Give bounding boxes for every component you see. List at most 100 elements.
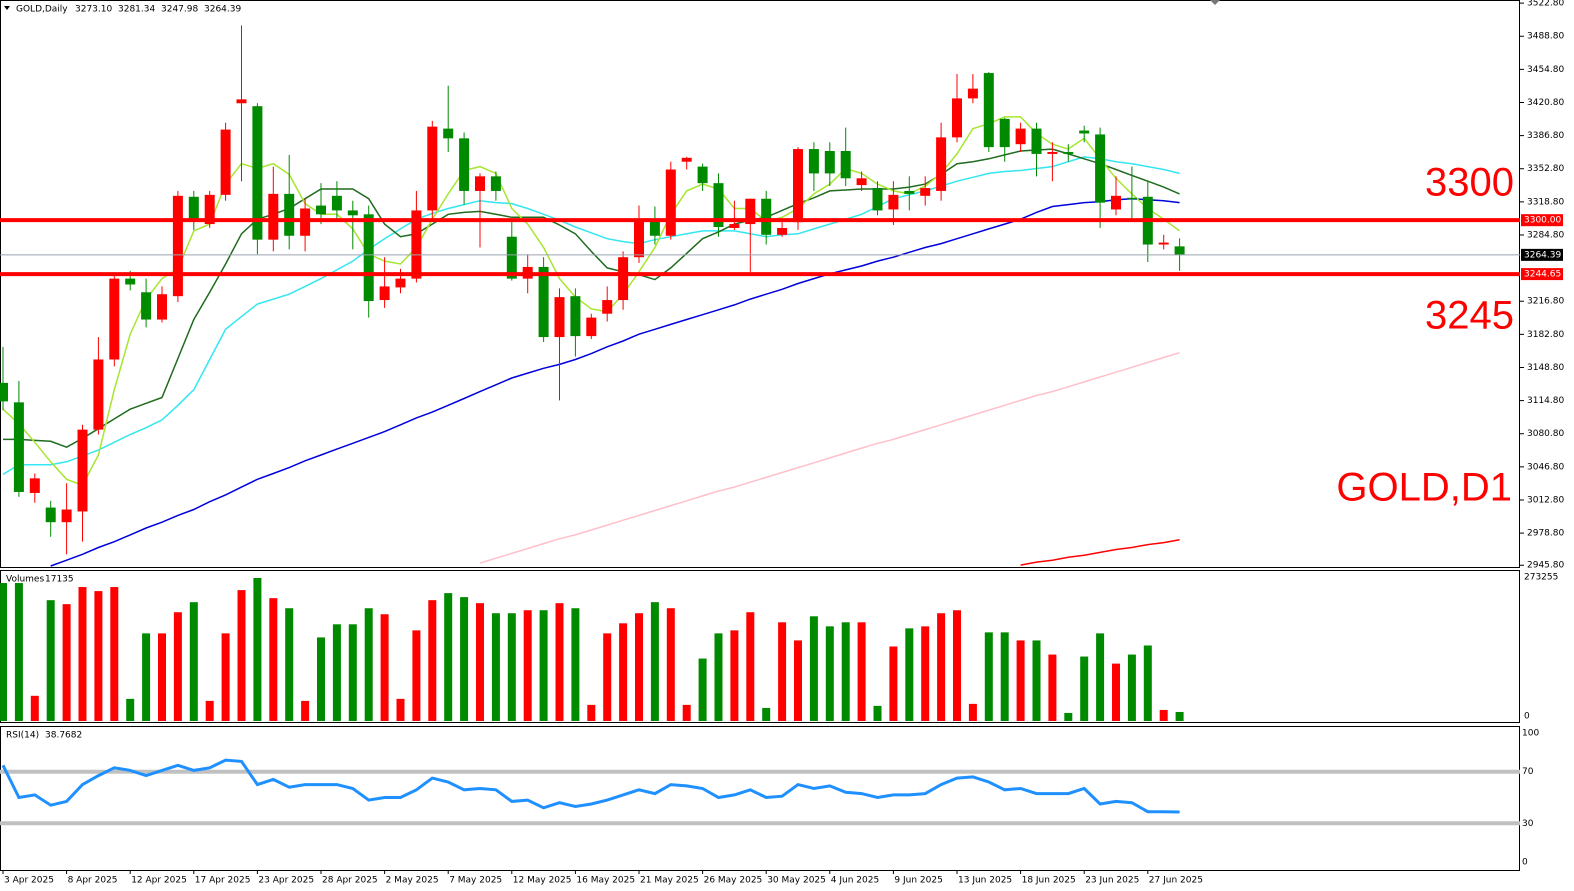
volume-bar	[937, 613, 946, 721]
volume-bar	[332, 624, 341, 721]
volume-bar	[269, 598, 278, 721]
volume-bar	[412, 630, 421, 721]
x-tick-label: 17 Apr 2025	[195, 876, 251, 886]
candle-body	[872, 188, 883, 211]
candle-body	[363, 214, 374, 302]
menu-arrow	[4, 6, 10, 10]
candle-body	[665, 169, 676, 236]
candle-body	[840, 151, 851, 179]
volume-bar	[205, 700, 214, 721]
candle-body	[347, 210, 358, 216]
x-tick-label: 4 Jun 2025	[831, 876, 879, 886]
candle-body	[586, 317, 597, 337]
candle-body	[618, 257, 629, 301]
volume-bar	[1159, 709, 1168, 721]
y-tick-label: 0	[1524, 712, 1530, 722]
volume-bar	[1096, 633, 1105, 721]
candle-body	[634, 220, 644, 258]
volume-bar	[46, 600, 55, 721]
candle-body	[172, 195, 183, 297]
candle-body	[236, 99, 247, 104]
candle-body	[888, 194, 899, 210]
candle-body	[220, 129, 231, 195]
candle-body	[45, 507, 56, 523]
candle-body	[506, 236, 517, 279]
y-tick-label: 3080.80	[1527, 429, 1564, 439]
annotation: GOLD,D1	[1336, 466, 1512, 510]
candle-body	[1015, 128, 1026, 145]
volume-bar	[237, 590, 246, 721]
volume-bar	[968, 703, 977, 721]
current-price-label: 3264.39	[1524, 250, 1561, 260]
candle-body	[554, 297, 565, 338]
volume-bar	[94, 591, 103, 721]
y-tick-label: 3012.80	[1527, 495, 1564, 505]
rsi-panel	[0, 726, 1520, 871]
candle-body	[793, 149, 803, 223]
rsi-value: 38.7682	[45, 731, 82, 741]
candle-body	[0, 382, 8, 402]
y-tick-label: 3386.80	[1527, 131, 1564, 141]
rsi-title: RSI(14)	[6, 731, 39, 741]
volume-bar	[396, 698, 405, 721]
volume-bar	[523, 610, 532, 721]
candle-body	[920, 188, 931, 196]
volume-bar	[905, 628, 914, 721]
candle-body	[316, 205, 326, 215]
x-tick-label: 9 Jun 2025	[894, 876, 942, 886]
candle-body	[649, 220, 660, 236]
y-tick-label: 3420.80	[1527, 98, 1564, 108]
candle-body	[824, 151, 835, 174]
current-price-box	[1521, 248, 1563, 261]
x-tick-label: 8 Apr 2025	[68, 876, 118, 886]
candle-body	[936, 137, 947, 191]
candle-body	[1047, 151, 1058, 154]
level-label: 3300.00	[1524, 216, 1561, 226]
candle-body	[713, 183, 724, 227]
candle-body	[761, 198, 772, 235]
close-value: 3264.39	[204, 5, 241, 15]
volume-bar	[1127, 654, 1136, 721]
candle-body	[379, 286, 390, 301]
x-tick-label: 2 May 2025	[386, 876, 439, 886]
volume-bar	[460, 597, 469, 721]
volume-bar	[762, 707, 771, 721]
y-tick-label: 3318.80	[1527, 197, 1564, 207]
moving-average	[2, 116, 1181, 487]
volume-bar	[1032, 640, 1041, 721]
volume-bar	[253, 577, 262, 721]
level-box	[1521, 214, 1563, 227]
annotation: 3300	[1425, 161, 1514, 205]
y-tick-label: 3148.80	[1527, 363, 1564, 373]
volume-bar	[635, 613, 643, 721]
volume-bar	[555, 603, 564, 721]
volume-bar	[110, 587, 119, 721]
y-tick-label: 3216.80	[1527, 297, 1564, 307]
x-tick-label: 28 Apr 2025	[322, 876, 378, 886]
symbol: GOLD,Daily	[16, 5, 68, 15]
price-marks	[0, 25, 1185, 567]
candle-body	[141, 292, 152, 320]
volume-bar	[650, 602, 659, 721]
y-tick-label: 3522.80	[1527, 0, 1564, 9]
x-tick-label: 12 Apr 2025	[131, 876, 187, 886]
high-value: 3281.34	[118, 5, 155, 15]
volume-bar	[730, 630, 739, 721]
volume-bar	[778, 622, 787, 721]
volume-bar	[30, 695, 39, 721]
rsi-line	[1, 758, 1180, 814]
volume-bar	[825, 626, 834, 721]
volume-bar	[348, 624, 357, 721]
low-value: 3247.98	[161, 5, 198, 15]
candle-body	[681, 157, 692, 162]
volume-bar	[857, 622, 866, 721]
candle-body	[1063, 151, 1074, 154]
x-tick-label: 30 May 2025	[767, 876, 826, 886]
candle-body	[490, 176, 501, 191]
candle-body	[459, 138, 470, 191]
volume-bar	[364, 608, 373, 721]
volume-bar	[507, 613, 516, 721]
x-tick-label: 23 Jun 2025	[1085, 876, 1139, 886]
x-tick-label: 18 Jun 2025	[1022, 876, 1076, 886]
